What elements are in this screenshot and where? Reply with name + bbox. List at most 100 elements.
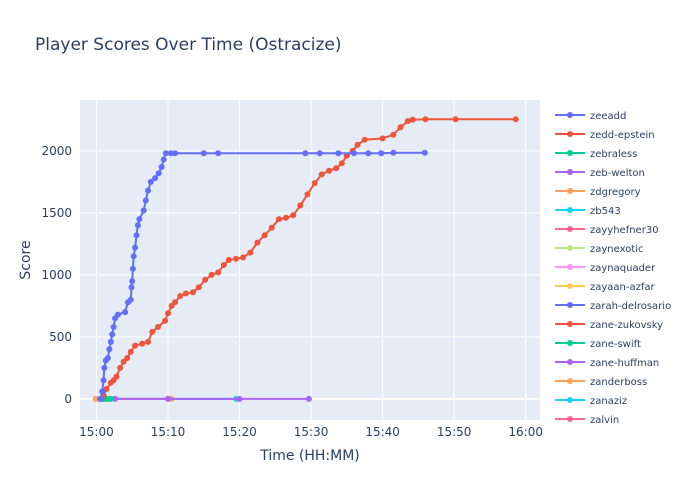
legend-item-zalvin[interactable]: zalvin [555, 415, 619, 426]
data-point[interactable] [117, 364, 124, 371]
data-point[interactable] [297, 202, 304, 209]
data-point[interactable] [107, 338, 114, 345]
legend[interactable]: zeeadd zedd-epstein zebraless zeb-welton zdg… [555, 111, 671, 426]
legend-item-zaynexotic[interactable]: zaynexotic [555, 244, 644, 255]
legend-item-zanaziz[interactable]: zanaziz [555, 396, 627, 407]
data-point[interactable] [162, 317, 169, 324]
data-point[interactable] [120, 358, 127, 365]
data-point[interactable] [208, 271, 215, 278]
data-point[interactable] [240, 254, 247, 261]
data-point[interactable] [268, 224, 275, 231]
data-point[interactable] [290, 212, 297, 219]
data-point[interactable] [379, 135, 386, 142]
data-point[interactable] [172, 299, 179, 306]
data-point[interactable] [140, 207, 147, 214]
legend-item-zane-swift[interactable]: zane-swift [555, 339, 641, 350]
data-point[interactable] [182, 290, 189, 297]
data-point[interactable] [254, 239, 261, 246]
data-point[interactable] [190, 289, 196, 296]
data-point[interactable] [195, 284, 202, 291]
legend-item-zb543[interactable]: zb543 [555, 206, 621, 217]
data-point[interactable] [225, 257, 232, 263]
data-point[interactable] [283, 214, 289, 221]
data-point[interactable] [233, 255, 239, 262]
data-point[interactable] [165, 310, 171, 317]
data-point[interactable] [304, 191, 311, 198]
data-point[interactable] [92, 395, 99, 402]
data-point[interactable] [421, 149, 428, 156]
data-point[interactable] [354, 141, 361, 148]
data-point[interactable] [311, 180, 318, 187]
data-point[interactable] [333, 165, 340, 172]
legend-item-zanderboss[interactable]: zanderboss [555, 377, 647, 388]
legend-item-zarah-delrosario[interactable]: zarah-delrosario [555, 301, 671, 312]
data-point[interactable] [101, 364, 108, 371]
data-point[interactable] [305, 395, 312, 402]
series-zeeadd[interactable] [97, 149, 428, 402]
data-point[interactable] [261, 232, 268, 239]
data-point[interactable] [390, 149, 397, 156]
data-point[interactable] [200, 150, 207, 157]
legend-item-zane-zukovsky[interactable]: zane-zukovsky [555, 320, 663, 331]
data-point[interactable] [172, 150, 179, 157]
data-point[interactable] [104, 355, 111, 361]
data-point[interactable] [106, 346, 113, 353]
data-point[interactable] [107, 395, 114, 402]
data-point[interactable] [177, 293, 184, 299]
data-point[interactable] [397, 124, 404, 131]
data-point[interactable] [512, 116, 519, 123]
data-point[interactable] [139, 340, 146, 347]
data-point[interactable] [127, 348, 134, 355]
data-point[interactable] [275, 216, 282, 223]
data-point[interactable] [155, 324, 161, 330]
data-point[interactable] [361, 136, 368, 143]
data-point[interactable] [236, 395, 243, 402]
data-point[interactable] [149, 328, 156, 335]
data-point[interactable] [145, 338, 151, 345]
legend-item-zane-huffman[interactable]: zane-huffman [555, 358, 659, 369]
data-point[interactable] [113, 373, 120, 380]
data-point[interactable] [452, 116, 459, 123]
data-point[interactable] [335, 150, 342, 157]
data-point[interactable] [130, 253, 137, 260]
data-point[interactable] [129, 278, 136, 285]
legend-item-zayyhefner30[interactable]: zayyhefner30 [555, 225, 659, 236]
data-point[interactable] [142, 197, 149, 204]
data-point[interactable] [127, 296, 134, 303]
legend-item-zedd-epstein[interactable]: zedd-epstein [555, 130, 655, 141]
data-point[interactable] [110, 324, 117, 330]
legend-item-zdgregory[interactable]: zdgregory [555, 187, 641, 198]
data-point[interactable] [109, 331, 116, 338]
data-point[interactable] [129, 265, 136, 272]
data-point[interactable] [422, 116, 429, 123]
data-point[interactable] [215, 150, 222, 157]
data-point[interactable] [247, 249, 254, 256]
data-point[interactable] [136, 216, 143, 223]
data-point[interactable] [165, 395, 171, 402]
legend-item-zayaan-azfar[interactable]: zayaan-azfar [555, 282, 656, 293]
data-point[interactable] [124, 355, 131, 361]
data-point[interactable] [202, 276, 209, 283]
data-point[interactable] [160, 156, 167, 163]
data-point[interactable] [147, 178, 154, 185]
data-point[interactable] [97, 395, 104, 402]
data-point[interactable] [134, 222, 141, 229]
data-point[interactable] [365, 150, 372, 157]
data-point[interactable] [215, 269, 222, 276]
data-point[interactable] [162, 150, 169, 157]
data-point[interactable] [158, 164, 165, 170]
data-point[interactable] [100, 377, 107, 384]
data-point[interactable] [302, 150, 309, 157]
data-point[interactable] [318, 171, 325, 178]
data-point[interactable] [99, 388, 106, 395]
data-point[interactable] [326, 167, 332, 174]
data-point[interactable] [338, 160, 345, 167]
data-point[interactable] [220, 262, 227, 268]
data-point[interactable] [122, 309, 129, 316]
data-point[interactable] [404, 118, 411, 125]
legend-item-zaynaquader[interactable]: zaynaquader [555, 263, 656, 274]
data-point[interactable] [145, 187, 151, 194]
data-point[interactable] [114, 311, 121, 318]
data-point[interactable] [132, 244, 139, 251]
data-point[interactable] [316, 150, 323, 157]
